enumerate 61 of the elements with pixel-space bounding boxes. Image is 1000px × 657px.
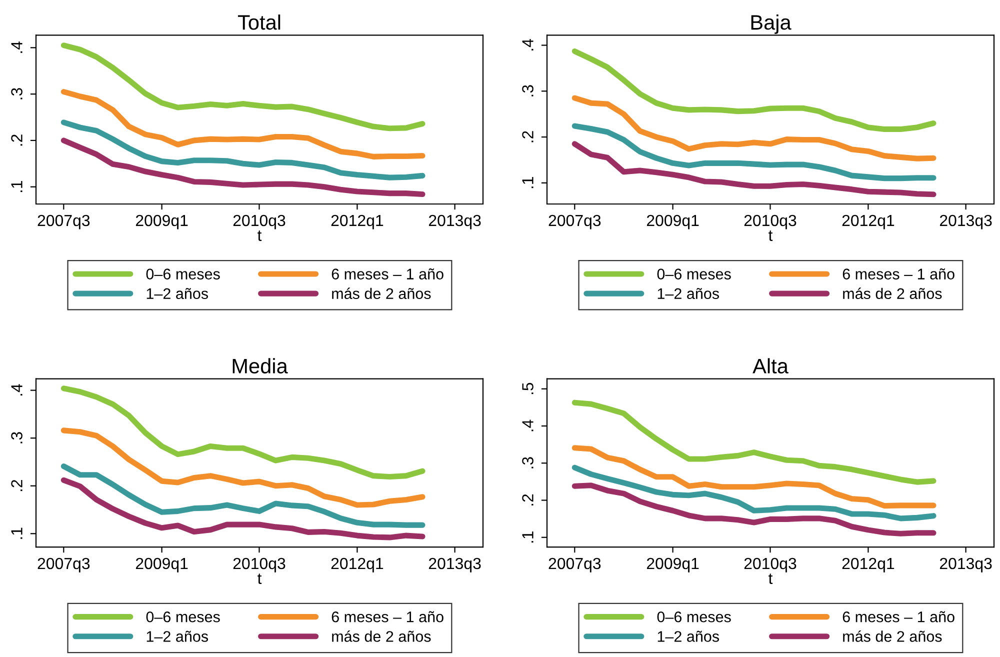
- legend-label: más de 2 años: [843, 630, 942, 642]
- x-tick-label: 2012q1: [331, 214, 384, 230]
- y-tick-label: .3: [522, 457, 534, 468]
- chart-title: Total: [238, 14, 280, 30]
- x-tick-label: 2010q3: [744, 214, 796, 230]
- y-tick-label: .4: [11, 41, 22, 53]
- x-tick-label: 2013q3: [940, 214, 992, 230]
- y-tick-label: .4: [522, 39, 534, 50]
- y-tick-label: .4: [11, 384, 22, 396]
- legend-label: 1–2 años: [658, 630, 720, 642]
- legend-label: 0–6 meses: [146, 611, 220, 622]
- y-tick-label: .3: [522, 85, 534, 96]
- x-tick-label: 2012q1: [842, 214, 894, 230]
- x-tick-label: 2009q1: [646, 558, 699, 572]
- x-tick-label: 2013q3: [428, 214, 481, 230]
- legend-label: 6 meses – 1 año: [332, 611, 444, 622]
- legend-label: más de 2 años: [332, 630, 431, 642]
- x-tick-label: 2013q3: [940, 558, 992, 572]
- legend-label: 0–6 meses: [657, 268, 731, 280]
- x-tick-label: 2009q1: [136, 214, 188, 230]
- y-tick-label: .1: [522, 531, 534, 543]
- x-tick-label: 2009q1: [646, 214, 699, 230]
- x-tick-label: 2007q3: [38, 558, 90, 572]
- y-tick-label: .1: [11, 180, 22, 192]
- y-tick-label: .2: [522, 131, 534, 142]
- y-tick-label: .2: [522, 494, 534, 506]
- legend-label: más de 2 años: [332, 288, 431, 300]
- legend-label: 6 meses – 1 año: [842, 268, 954, 280]
- x-tick-label: 2007q3: [548, 214, 601, 230]
- x-axis-title: t: [768, 574, 773, 584]
- y-tick-label: .1: [11, 528, 22, 539]
- legend-label: 6 meses – 1 año: [332, 268, 444, 280]
- y-tick-label: .1: [522, 177, 534, 188]
- x-tick-label: 2009q1: [136, 558, 188, 572]
- x-tick-label: 2012q1: [842, 558, 894, 572]
- x-tick-label: 2012q1: [331, 558, 384, 572]
- legend-label: 0–6 meses: [657, 611, 731, 622]
- x-axis-title: t: [768, 230, 773, 242]
- x-tick-label: 2010q3: [233, 558, 286, 572]
- legend-label: 0–6 meses: [146, 268, 220, 280]
- legend-label: 1–2 años: [146, 288, 208, 300]
- y-tick-label: .5: [522, 382, 534, 394]
- chart-title: Alta: [752, 358, 788, 374]
- x-tick-label: 2007q3: [548, 558, 601, 572]
- x-axis-title: t: [258, 574, 262, 584]
- y-tick-label: .3: [11, 432, 22, 444]
- x-axis-title: t: [258, 230, 262, 242]
- legend-label: más de 2 años: [843, 288, 942, 300]
- x-tick-label: 2010q3: [744, 558, 796, 572]
- legend-label: 6 meses – 1 año: [842, 611, 954, 622]
- chart-title: Media: [232, 358, 288, 374]
- legend-label: 1–2 años: [658, 288, 720, 300]
- y-tick-label: .2: [11, 480, 22, 492]
- x-tick-label: 2007q3: [38, 214, 90, 230]
- chart-title: Baja: [751, 14, 792, 34]
- y-tick-label: .2: [11, 134, 22, 146]
- legend-label: 1–2 años: [146, 630, 208, 642]
- y-tick-label: .3: [11, 88, 22, 100]
- x-tick-label: 2010q3: [233, 214, 286, 230]
- y-tick-label: .4: [522, 420, 534, 432]
- x-tick-label: 2013q3: [428, 558, 481, 572]
